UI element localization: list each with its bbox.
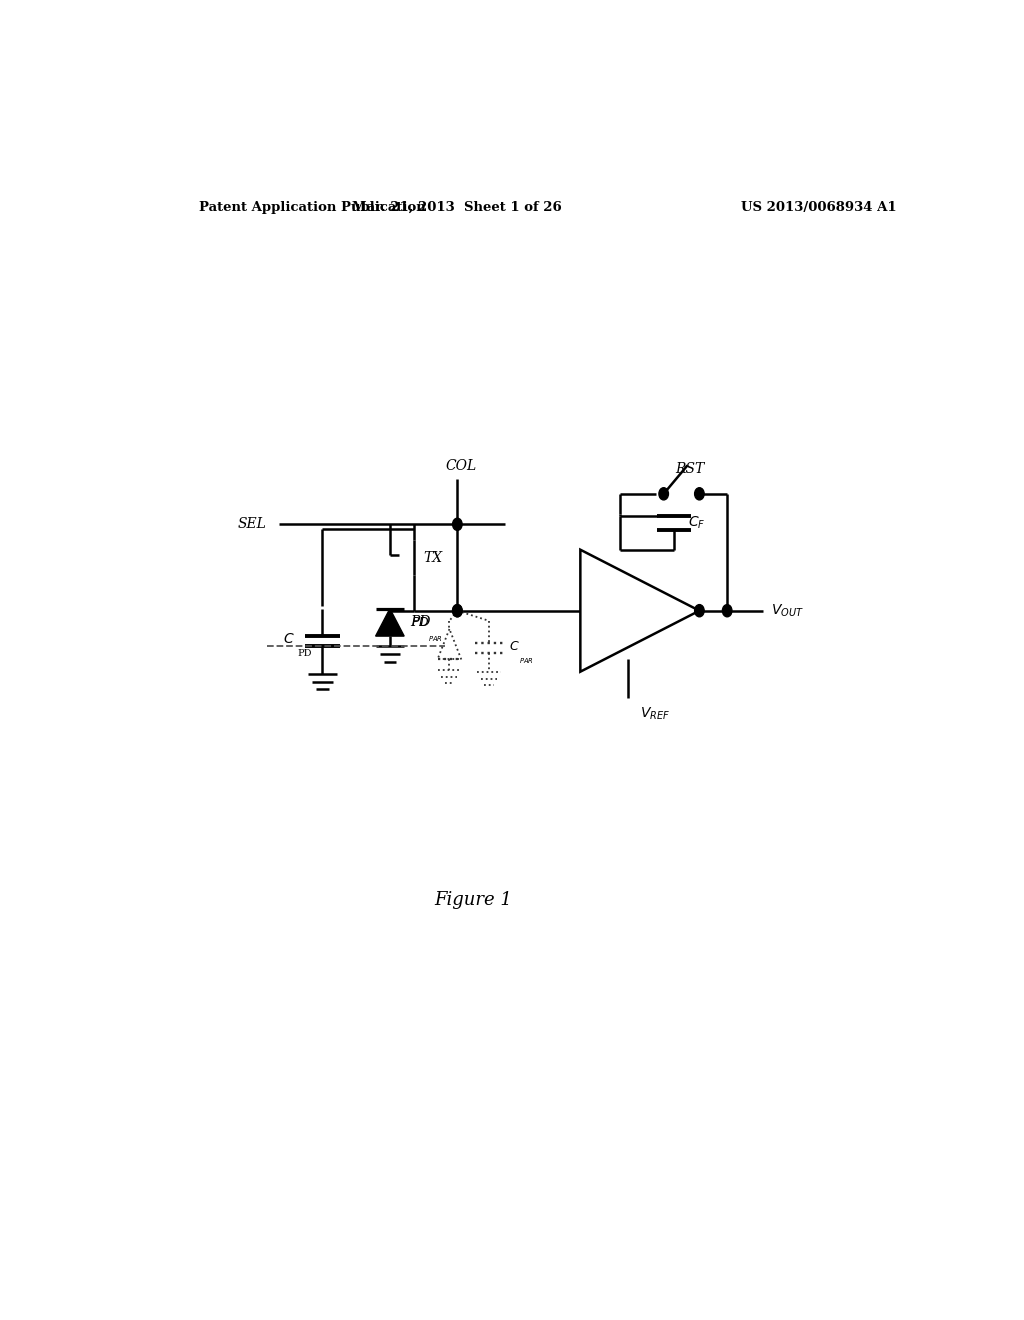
Text: TX: TX	[423, 550, 442, 565]
Text: US 2013/0068934 A1: US 2013/0068934 A1	[740, 201, 896, 214]
Circle shape	[694, 487, 705, 500]
Text: Patent Application Publication: Patent Application Publication	[200, 201, 426, 214]
Text: $_{PAR}$: $_{PAR}$	[428, 634, 443, 644]
Text: $PD$: $PD$	[411, 616, 430, 630]
Circle shape	[722, 605, 732, 616]
Text: SEL: SEL	[238, 517, 267, 532]
Text: PD: PD	[410, 615, 430, 630]
Text: $C$: $C$	[509, 640, 519, 653]
Text: COL: COL	[445, 459, 477, 474]
Text: RST: RST	[675, 462, 705, 475]
Text: $V_{REF}$: $V_{REF}$	[640, 705, 670, 722]
Text: PD: PD	[298, 649, 312, 659]
Text: $_{PAR}$: $_{PAR}$	[519, 656, 535, 667]
Text: Figure 1: Figure 1	[434, 891, 512, 909]
Circle shape	[658, 487, 669, 500]
Circle shape	[694, 605, 705, 616]
Text: $C_F$: $C_F$	[688, 515, 706, 532]
Text: $C$: $C$	[283, 632, 295, 647]
Circle shape	[453, 605, 462, 616]
Polygon shape	[376, 609, 404, 636]
Circle shape	[453, 605, 462, 616]
Text: $V_{OUT}$: $V_{OUT}$	[771, 602, 804, 619]
Circle shape	[453, 519, 462, 531]
Text: Mar. 21, 2013  Sheet 1 of 26: Mar. 21, 2013 Sheet 1 of 26	[352, 201, 562, 214]
